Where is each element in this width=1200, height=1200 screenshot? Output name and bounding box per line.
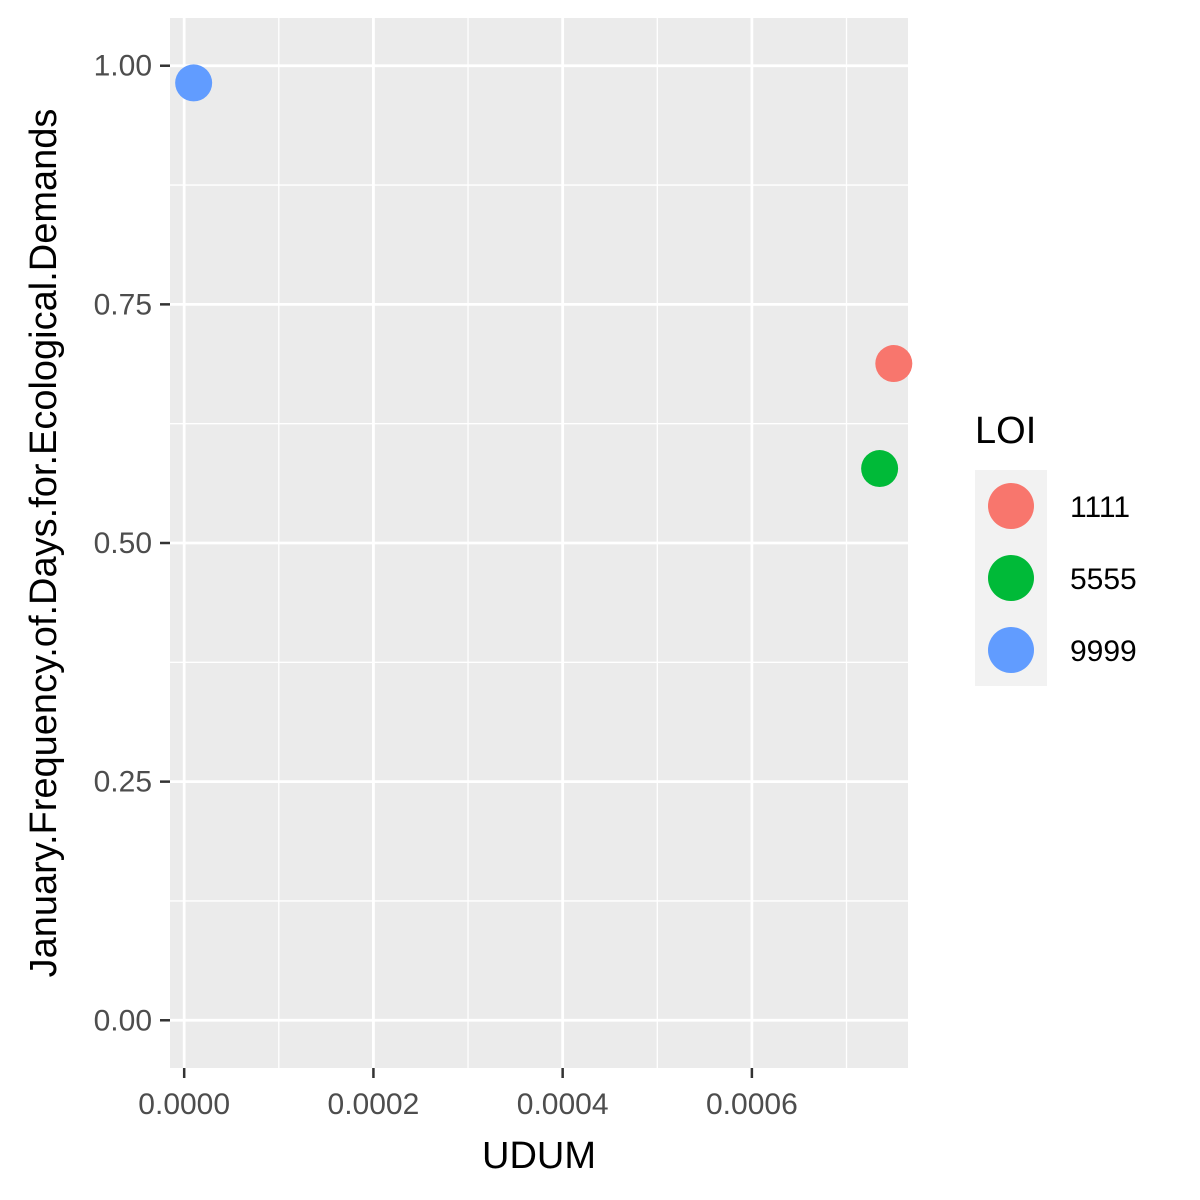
x-tick-label: 0.0004	[517, 1088, 609, 1121]
data-point-9999	[175, 64, 213, 102]
legend-label: 1111	[1070, 491, 1130, 524]
y-tick-label: 0.50	[94, 527, 152, 560]
y-tick-label: 1.00	[94, 50, 152, 83]
x-axis: 0.0000 0.0002 0.0004 0.0006	[138, 1068, 798, 1121]
data-point-5555	[861, 450, 899, 488]
legend-key-1111	[988, 483, 1034, 529]
data-point-1111	[875, 345, 913, 383]
major-gridlines	[170, 18, 908, 1068]
legend-title: LOI	[975, 410, 1036, 452]
y-tick-label: 0.75	[94, 288, 152, 321]
legend-key-5555	[988, 555, 1034, 601]
data-points	[175, 64, 913, 488]
legend-label: 9999	[1070, 635, 1137, 668]
x-axis-title: UDUM	[482, 1135, 596, 1177]
x-tick-label: 0.0002	[328, 1088, 420, 1121]
x-tick-label: 0.0000	[138, 1088, 230, 1121]
y-axis-title: January.Frequency.of.Days.for.Ecological…	[23, 109, 65, 978]
y-tick-label: 0.25	[94, 766, 152, 799]
legend-entries: 1111 5555 9999	[988, 483, 1137, 673]
y-tick-label: 0.00	[94, 1004, 152, 1037]
y-axis: 0.00 0.25 0.50 0.75 1.00	[94, 50, 170, 1037]
legend-label: 5555	[1070, 563, 1137, 596]
legend: LOI 1111 5555 9999	[975, 410, 1137, 686]
legend-key-9999	[988, 627, 1034, 673]
x-tick-label: 0.0006	[706, 1088, 798, 1121]
